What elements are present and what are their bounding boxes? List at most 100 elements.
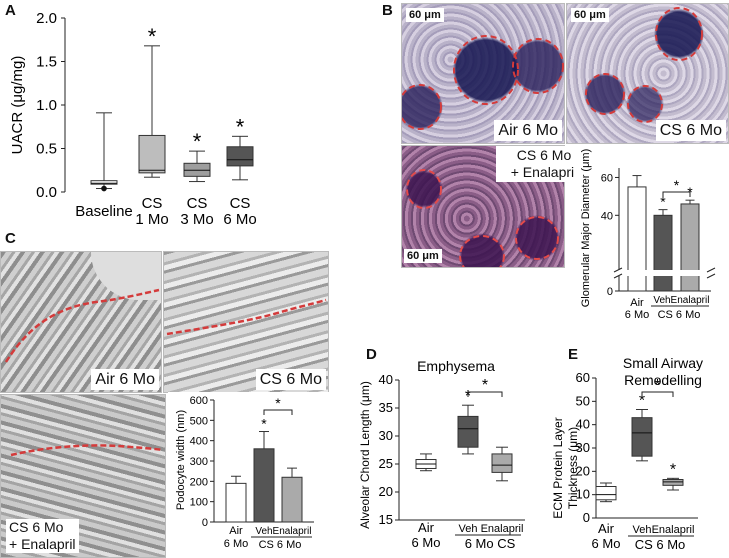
chart-e-xtick-air-line1: Air xyxy=(598,521,615,536)
micrograph-b-cs-scalebar: 60 μm xyxy=(571,8,609,22)
chart-b-bar xyxy=(680,203,700,292)
chart-e-xtick-air-line2: 6 Mo xyxy=(592,536,621,551)
micrograph-b-cs-caption: CS 6 Mo xyxy=(655,120,726,141)
chart-c-ytick-label: 500 xyxy=(190,415,208,427)
chart-b-bracket xyxy=(662,191,691,197)
chart-d-box xyxy=(491,453,513,473)
chart-a-significance-star: * xyxy=(148,24,157,49)
micrograph-b-air-caption: Air 6 Mo xyxy=(494,120,562,141)
chart-b-axis-break-mark xyxy=(706,267,716,273)
chart-b-group-label: CS 6 Mo xyxy=(658,309,701,321)
chart-c-significance-star: * xyxy=(261,416,267,432)
chart-a-box xyxy=(226,146,254,167)
chart-e-ytick-label: 50 xyxy=(576,393,590,408)
chart-c-xtick-air-line2: 6 Mo xyxy=(224,538,248,550)
chart-a-box xyxy=(90,180,118,185)
chart-c-xtick-air-line1: Air xyxy=(229,525,243,537)
chart-a-ytick-label: 1.5 xyxy=(36,54,57,71)
chart-b-xtick-enalapril: Enalapril xyxy=(671,295,710,306)
chart-b-ytick-label: 40 xyxy=(601,210,613,222)
chart-d-bracket-star: * xyxy=(482,377,488,394)
chart-d-bracket xyxy=(467,391,503,397)
micrograph-b-cs: 60 μm CS 6 Mo xyxy=(566,3,729,144)
chart-b-ylabel: Glomerular Major Diameter (μm) xyxy=(580,149,592,308)
chart-c-ytick-label: 400 xyxy=(190,436,208,448)
micrograph-b-air: 60 μm Air 6 Mo xyxy=(401,3,565,144)
chart-c-ytick-label: 0 xyxy=(202,517,208,529)
chart-b-bracket-star: * xyxy=(674,177,680,193)
chart-c-bracket xyxy=(263,409,293,415)
chart-e-box xyxy=(595,486,617,501)
chart-e-title-line2: Remodelling xyxy=(624,372,702,388)
chart-d-ytick-label: 40 xyxy=(379,372,393,387)
chart-b-axis-break-mark xyxy=(613,267,623,273)
chart-a-box xyxy=(138,134,166,174)
chart-e-xtick-veh: Veh xyxy=(633,524,652,536)
chart-d-title: Emphysema xyxy=(417,358,495,374)
chart-b-axis-break-gap xyxy=(613,270,715,276)
chart-d-group-label: 6 Mo CS xyxy=(465,536,516,551)
chart-e-significance-star: * xyxy=(670,461,676,478)
chart-b-ytick-label: 0 xyxy=(607,286,613,298)
chart-a-significance-star: * xyxy=(236,114,245,139)
chart-c-ytick-label: 200 xyxy=(190,476,208,488)
chart-b-xtick-veh: Veh xyxy=(653,295,670,306)
micrograph-c-cs-caption: CS 6 Mo xyxy=(255,369,326,390)
chart-d-ytick-label: 35 xyxy=(379,400,393,415)
chart-a-ytick-label: 2.0 xyxy=(36,10,57,27)
panel-label-b: B xyxy=(382,2,393,19)
chart-c-xtick-enalapril: Enalapril xyxy=(273,526,312,537)
chart-d-xtick-air-line1: Air xyxy=(418,520,435,535)
panel-label-e: E xyxy=(568,346,579,363)
micrograph-b-enalapril-scalebar: 60 μm xyxy=(404,249,442,263)
chart-e: Small Airway Remodelling 0 10 20 30 40 50 60 * *… xyxy=(551,355,703,552)
chart-a-ytick-label: 1.0 xyxy=(36,97,57,114)
chart-d-ytick-label: 20 xyxy=(379,484,393,499)
chart-c-bar xyxy=(253,448,275,523)
chart-a-xtick-cs1-line2: 1 Mo xyxy=(135,211,168,228)
chart-e-significance-star: * xyxy=(639,393,645,410)
chart-e-box xyxy=(631,417,653,457)
panel-label-a: A xyxy=(5,2,16,19)
chart-e-ytick-label: 0 xyxy=(583,510,590,525)
chart-b-significance-star: * xyxy=(660,194,666,210)
chart-e-group-label: CS 6 Mo xyxy=(635,537,686,552)
chart-c-xtick-veh: Veh xyxy=(255,526,272,537)
chart-e-ylabel-line2: Thickness (μm) xyxy=(566,427,580,509)
panel-label-c: C xyxy=(5,230,16,247)
chart-a-xtick-baseline: Baseline xyxy=(75,203,133,220)
chart-b-axis-break-mark xyxy=(613,273,623,279)
chart-e-ylabel-line1: ECM Protein Layer xyxy=(551,417,565,518)
chart-c-group-label: CS 6 Mo xyxy=(259,539,302,551)
chart-c-bar xyxy=(281,476,303,523)
micrograph-b-air-scalebar: 60 μm xyxy=(406,8,444,22)
chart-c: 0 100 200 300 400 500 600 * * Podocyte width (nm… xyxy=(168,392,330,556)
chart-c-ytick-label: 100 xyxy=(190,497,208,509)
chart-d-xtick-enalapril: Enalapril xyxy=(481,523,524,535)
chart-b-ytick-label: 60 xyxy=(601,172,613,184)
chart-b-xtick-air-line2: 6 Mo xyxy=(625,309,649,321)
chart-e-bracket-star: * xyxy=(654,377,660,394)
chart-a-xtick-cs6-line1: CS xyxy=(230,195,251,212)
micrograph-c-enalapril-caption-line2: + Enalapril xyxy=(9,536,76,552)
chart-e-xtick-enalapril: Enalapril xyxy=(652,524,695,536)
chart-a-xtick-cs3-line2: 3 Mo xyxy=(180,211,213,228)
chart-a-outlier-point xyxy=(101,185,107,192)
micrograph-c-air: Air 6 Mo xyxy=(0,251,162,393)
chart-e-ytick-label: 60 xyxy=(576,370,590,385)
chart-a-xtick-cs1-line1: CS xyxy=(142,195,163,212)
chart-d-ytick-label: 30 xyxy=(379,428,393,443)
micrograph-b-enalapril-caption-line1: CS 6 Mo xyxy=(516,147,572,163)
chart-e-bracket xyxy=(641,391,674,397)
micrograph-c-cs: CS 6 Mo xyxy=(163,251,329,393)
chart-b-axis-break-mark xyxy=(706,273,716,279)
chart-d-box xyxy=(457,415,479,448)
micrograph-c-enalapril-caption-line1: CS 6 Mo xyxy=(9,519,64,535)
chart-d-xtick-air-line2: 6 Mo xyxy=(412,535,441,550)
chart-e-box xyxy=(662,479,684,486)
chart-c-bracket-star: * xyxy=(275,395,281,411)
chart-b-bar xyxy=(653,214,673,292)
chart-d-ylabel: Alveolar Chord Length (μm) xyxy=(358,381,372,529)
